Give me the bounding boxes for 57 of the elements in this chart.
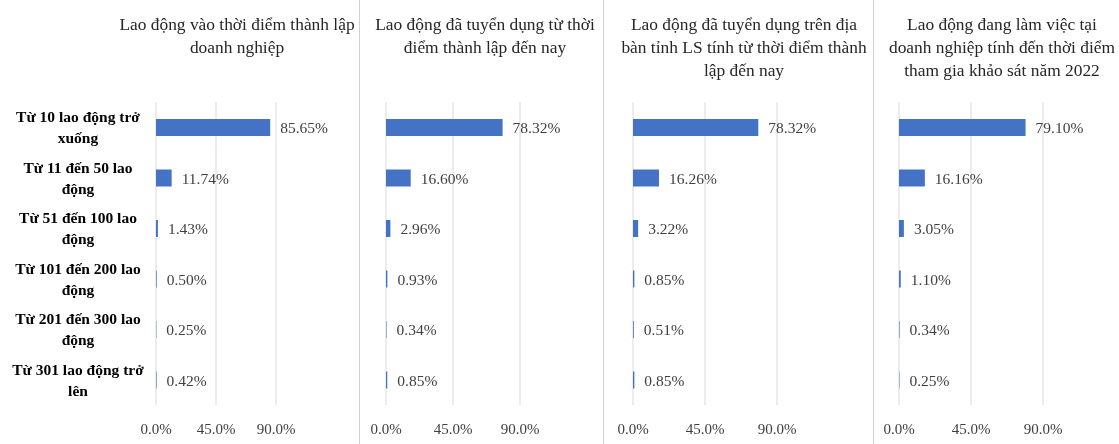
data-label: 0.85%	[644, 270, 685, 288]
bar	[899, 220, 904, 237]
chart-title: Lao động đã tuyển dụng từ thời điểm thành lập đến nay	[374, 13, 596, 59]
bar	[156, 169, 172, 187]
x-tick-label: 90.0%	[757, 420, 797, 437]
x-tick-label: 45.0%	[951, 420, 991, 437]
data-label: 16.26%	[669, 169, 717, 187]
data-label: 78.32%	[768, 119, 817, 136]
data-label: 0.34%	[909, 321, 950, 338]
data-label: 16.16%	[934, 169, 983, 187]
data-label: 79.10%	[1035, 119, 1084, 136]
bar	[633, 169, 660, 187]
data-label: 0.50%	[166, 270, 207, 288]
data-label: 0.34%	[396, 321, 437, 338]
x-tick-label: 90.0%	[500, 420, 540, 437]
data-label: 3.05%	[913, 220, 955, 237]
chart-title: Lao động đã tuyển dụng trên địa bàn tỉnh LS tính từ thời điểm thành lập đến nay	[620, 13, 868, 82]
x-tick-label: 0.0%	[617, 420, 649, 437]
data-label: 3.22%	[648, 220, 689, 237]
data-label: 16.60%	[420, 169, 469, 187]
bar	[899, 169, 925, 187]
data-label: 0.85%	[397, 371, 438, 389]
data-label: 0.25%	[166, 321, 207, 338]
x-tick-label: 45.0%	[685, 420, 725, 437]
data-label: 1.10%	[910, 270, 951, 288]
data-label: 2.96%	[400, 220, 441, 237]
data-label: 0.85%	[644, 371, 685, 389]
x-tick-label: 45.0%	[196, 420, 236, 437]
x-tick-label: 90.0%	[1023, 420, 1063, 437]
data-label: 78.32%	[512, 119, 561, 136]
data-label: 0.93%	[397, 270, 438, 288]
bar	[899, 119, 1026, 136]
x-tick-label: 90.0%	[256, 420, 296, 437]
data-label: 1.43%	[167, 220, 209, 237]
y-tick-label: Từ 201 đến 300 lao động	[15, 310, 142, 349]
x-tick-label: 45.0%	[433, 420, 473, 437]
bar	[386, 169, 411, 187]
chart-title: Lao động đang làm việc tại doanh nghiệp tính đến thời điểm tham gia khảo sát năm 2022	[887, 13, 1117, 82]
bar	[633, 119, 759, 136]
x-tick-label: 0.0%	[370, 420, 402, 437]
data-label: 85.65%	[280, 119, 329, 136]
chart-title: Lao động vào thời điểm thành lập doanh nghiệp	[118, 13, 356, 59]
data-label: 0.51%	[643, 321, 684, 338]
y-tick-label: Từ 11 đến 50 lao động	[23, 158, 133, 197]
bar	[156, 119, 271, 136]
data-label: 0.42%	[166, 371, 207, 389]
y-tick-label: Từ 10 lao động trở xuống	[16, 108, 141, 147]
bar	[386, 119, 503, 136]
y-tick-label: Từ 51 đến 100 lao động	[19, 209, 138, 248]
data-label: 0.25%	[909, 371, 950, 389]
bar	[633, 220, 639, 237]
data-label: 11.74%	[181, 169, 229, 187]
y-tick-label: Từ 301 lao động trở lên	[12, 360, 145, 399]
x-tick-label: 0.0%	[883, 420, 915, 437]
bar	[386, 220, 391, 237]
y-tick-label: Từ 101 đến 200 lao động	[15, 259, 142, 298]
x-tick-label: 0.0%	[140, 420, 172, 437]
